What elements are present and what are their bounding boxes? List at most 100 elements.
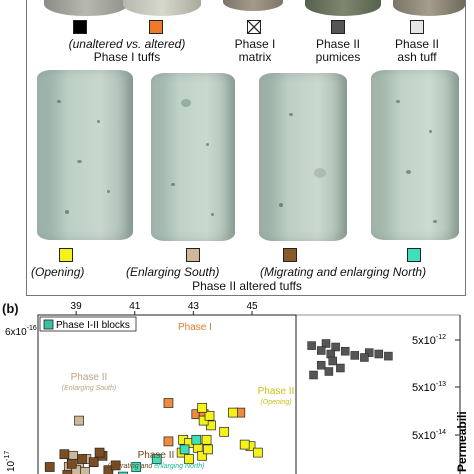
block-data-point <box>321 339 331 348</box>
data-point <box>110 460 121 471</box>
block-data-point <box>340 346 350 356</box>
cross-pattern-icon <box>248 21 260 33</box>
legend-label: Phase I-II blocks <box>56 320 130 331</box>
legend-swatch-phase1-unaltered <box>73 20 87 34</box>
phase2-altered-tuffs-caption: Phase II altered tuffs <box>192 279 302 293</box>
block-data-point <box>316 360 326 370</box>
data-point <box>77 454 87 464</box>
data-point <box>197 450 208 461</box>
data-point <box>118 471 128 474</box>
annotation-phase2-north: Phase II <box>138 450 175 461</box>
right-tick-label: 5x10-12 <box>412 334 446 347</box>
data-point <box>253 447 263 458</box>
annotation-phase2-opening: Phase II <box>258 386 295 397</box>
x-ticks-group: 39 41 43 45 <box>71 301 258 315</box>
data-point <box>184 454 194 464</box>
data-point <box>163 398 174 408</box>
annotation-phase2-south: Phase II <box>71 372 108 383</box>
annotation-phase2-south-sub: (Enlarging South) <box>62 385 116 392</box>
left-axis-bottom-label: 10-17 <box>4 451 17 472</box>
x-tick-label: 43 <box>188 301 200 312</box>
phase2-ash-tuff-label: Phase II <box>394 37 440 51</box>
permeability-scatter-chart: 39 41 43 45 6x10-16 10-17 5x10-12 5x10-13 5… <box>4 301 469 474</box>
annotation-phase2-north-sub: (Migrating and enlarging North) <box>108 463 205 470</box>
right-tick-label: 5x10-14 <box>412 429 446 442</box>
block-data-point <box>350 351 360 360</box>
migrating-north-caption: (Migrating and enlarging North) <box>260 265 427 279</box>
data-point <box>68 450 79 461</box>
legend-swatch-phase2-pumices <box>331 20 345 34</box>
block-data-point <box>360 353 369 362</box>
opening-caption: (Opening) <box>31 265 85 279</box>
legend-swatch-phase1-altered <box>149 20 163 34</box>
legend-swatch-enlarging-south <box>186 248 200 262</box>
block-data-point <box>307 341 316 350</box>
right-tick-label: 5x10-13 <box>412 381 446 394</box>
block-data-point <box>364 348 374 357</box>
legend-marker <box>43 319 54 330</box>
core-photo-phase1-unaltered <box>44 0 128 16</box>
annotation-phase2-opening-sub: (Opening) <box>260 399 291 406</box>
legend-swatch-phase1-matrix <box>247 20 261 34</box>
block-data-point <box>316 346 326 355</box>
legend-swatch-phase2-ash-tuff <box>410 20 424 34</box>
data-point <box>179 444 190 455</box>
data-point <box>44 462 55 472</box>
legend-swatch-opening <box>59 248 73 262</box>
data-point <box>151 454 162 464</box>
data-point <box>219 426 230 437</box>
phase1-matrix-label: Phase I <box>234 37 276 51</box>
left-axis-top-label: 6x10-16 <box>5 325 37 338</box>
data-point <box>62 470 73 474</box>
series-layer <box>44 398 263 474</box>
core-photo-phase1-altered <box>123 0 201 16</box>
x-tick-label: 39 <box>71 301 83 312</box>
data-point <box>204 410 215 421</box>
legend-swatch-enlarging-north <box>407 248 421 262</box>
data-point <box>94 447 105 458</box>
block-data-point <box>331 342 340 352</box>
annotation-phase1: Phase I <box>178 322 212 333</box>
data-point <box>88 457 99 468</box>
right-axis-ticks: 5x10-12 5x10-13 5x10-14 <box>412 334 460 442</box>
phase1-tuffs-caption: Phase I tuffs <box>93 50 161 64</box>
core-photo-phase2-ash-tuff <box>393 0 465 16</box>
core-photo-enlarging-north <box>371 70 459 240</box>
data-point <box>197 402 208 413</box>
phase2-pumices-label: Phase II <box>315 37 361 51</box>
plot-frame-left <box>37 314 297 474</box>
phase2-pumices-sublabel: pumices <box>315 50 361 64</box>
phase1-tuffs-italic-caption: (unaltered vs. altered) <box>68 37 186 51</box>
x-tick-label: 45 <box>246 301 258 312</box>
block-data-point <box>328 356 337 366</box>
data-point <box>59 449 70 460</box>
data-point <box>131 462 142 472</box>
data-point <box>228 407 238 418</box>
data-point <box>163 436 174 447</box>
enlarging-south-caption: (Enlarging South) <box>126 265 220 279</box>
data-point <box>80 466 90 474</box>
panel-b-label: (b) <box>2 301 19 316</box>
block-data-point <box>309 370 318 380</box>
phase2-ash-tuff-sublabel: ash tuff <box>397 50 437 64</box>
block-data-point <box>324 367 334 376</box>
blocks-layer <box>307 339 393 380</box>
core-photo-phase1-matrix <box>223 0 283 11</box>
legend-phase1-2-blocks: Phase I-II blocks <box>39 316 137 332</box>
data-point <box>66 458 77 469</box>
data-point <box>203 444 213 455</box>
block-data-point <box>384 351 393 361</box>
x-tick-label: 41 <box>129 301 141 312</box>
right-axis-title: Permeabili <box>455 411 469 472</box>
data-point <box>191 434 202 445</box>
core-photo-enlarging-south <box>151 73 235 241</box>
block-data-point <box>374 349 384 359</box>
core-photo-phase2-pumices <box>305 0 381 16</box>
core-photo-opening <box>37 70 133 240</box>
block-data-point <box>336 363 345 373</box>
legend-swatch-migrating-north <box>283 248 297 262</box>
data-point <box>74 415 84 426</box>
data-point <box>239 439 250 450</box>
data-point <box>201 434 212 445</box>
panel-a-photo-frame: (unaltered vs. altered) Phase I tuffs Ph… <box>26 0 466 296</box>
